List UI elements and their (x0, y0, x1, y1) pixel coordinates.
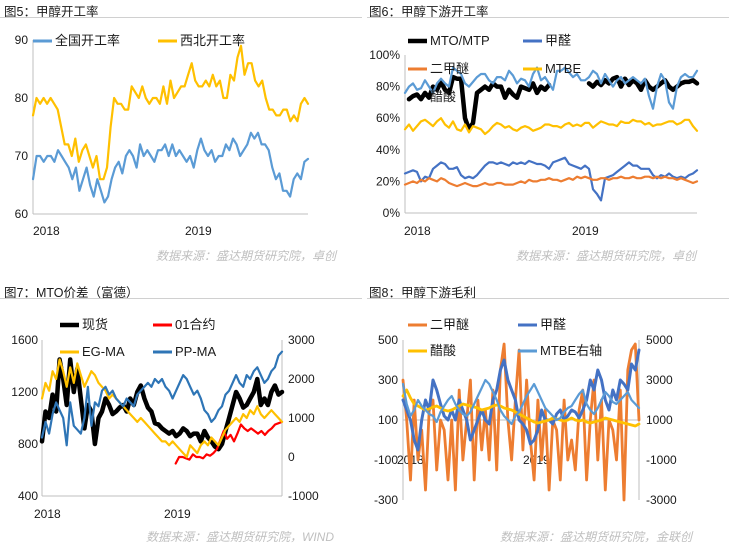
series-line-4-4 (401, 378, 641, 426)
source-note-4: 数据来源：盛达期货研究院，金联创 (500, 530, 693, 544)
y-tick-label-right: -1000 (288, 489, 319, 503)
legend-label: 现货 (82, 317, 108, 332)
y-tick-label: -100 (374, 453, 398, 467)
y-tick-label: 20% (376, 174, 400, 188)
y-tick-label: 60% (376, 111, 400, 125)
y-tick-label: 90 (15, 33, 29, 47)
x-tick-label: 2018 (33, 224, 60, 238)
series-line-3-1 (39, 357, 285, 452)
legend-label: 甲醛 (545, 33, 571, 48)
legend-label: 二甲醚 (430, 317, 469, 332)
y-tick-label: 400 (18, 489, 38, 503)
series-line-2-4 (403, 117, 699, 136)
y-tick-label: 80 (15, 91, 29, 105)
y-tick-label-right: 0 (288, 450, 295, 464)
legend-label: MTBE (545, 61, 581, 76)
legend-label: MTBE右轴 (540, 343, 602, 358)
y-tick-label: 800 (18, 437, 38, 451)
y-tick-label-right: 3000 (288, 333, 315, 347)
x-tick-label: 2019 (523, 453, 550, 467)
source-note-2: 数据来源：盛达期货研究院，卓创 (516, 249, 697, 263)
y-tick-label: 1600 (11, 333, 38, 347)
y-tick-label: 300 (378, 373, 398, 387)
y-tick-label-right: 3000 (646, 373, 673, 387)
series-line-3-4 (40, 350, 284, 447)
y-tick-label: 100% (369, 48, 400, 62)
panel-title-4: 图8：甲醇下游毛利 (369, 286, 476, 300)
title-rule-2 (367, 17, 729, 18)
legend-label: 醋酸 (430, 89, 456, 104)
y-tick-label-right: 5000 (646, 333, 673, 347)
legend-label: PP-MA (175, 344, 217, 359)
x-tick-label: 2019 (572, 224, 599, 238)
legend-label: 01合约 (175, 317, 215, 332)
x-tick-label: 2018 (34, 507, 61, 521)
panel-title-2: 图6：甲醇下游开工率 (369, 5, 489, 19)
series-line-2-3 (403, 175, 699, 188)
source-note-1: 数据来源：盛达期货研究院，卓创 (156, 249, 337, 263)
legend-label: EG-MA (82, 344, 125, 359)
title-rule-4 (367, 298, 729, 299)
y-tick-label-right: -3000 (646, 493, 677, 507)
y-tick-label: 80% (376, 80, 400, 94)
series-line-2-1 (406, 74, 700, 132)
source-note-3: 数据来源：盛达期货研究院，WIND (146, 530, 334, 544)
series-line-2-5 (403, 66, 699, 110)
y-tick-label: 500 (378, 333, 398, 347)
y-tick-label-right: 1000 (646, 413, 673, 427)
legend-label: 西北开工率 (180, 33, 245, 48)
y-tick-label: 100 (378, 413, 398, 427)
legend-label: MTO/MTP (430, 33, 490, 48)
x-tick-label: 2019 (164, 507, 191, 521)
title-rule-3 (0, 298, 362, 299)
y-tick-label: 60 (15, 207, 29, 221)
panel-title-3: 图7：MTO价差（富德） (4, 286, 139, 300)
series-line-1-1 (31, 131, 310, 204)
y-tick-label: 1200 (11, 385, 38, 399)
series-line-4-1 (401, 342, 641, 502)
legend-label: 醋酸 (430, 343, 456, 358)
y-tick-label: 0% (383, 206, 401, 220)
panel-title-1: 图5：甲醇开工率 (4, 5, 99, 19)
y-tick-label-right: -1000 (646, 453, 677, 467)
legend-label: 二甲醚 (430, 61, 469, 76)
y-tick-label-right: 1000 (288, 411, 315, 425)
x-tick-label: 2019 (185, 224, 212, 238)
series-line-3-3 (40, 358, 284, 459)
y-tick-label-right: 2000 (288, 372, 315, 386)
series-line-3-2 (174, 420, 284, 465)
x-tick-label: 2018 (404, 224, 431, 238)
y-tick-label: 40% (376, 143, 400, 157)
series-line-1-2 (31, 44, 310, 181)
legend-label: 甲醛 (540, 317, 566, 332)
series-line-2-2 (403, 156, 699, 202)
y-tick-label: -300 (374, 493, 398, 507)
legend-label: 全国开工率 (55, 33, 120, 48)
y-tick-label: 70 (15, 149, 29, 163)
title-rule-1 (0, 17, 362, 18)
